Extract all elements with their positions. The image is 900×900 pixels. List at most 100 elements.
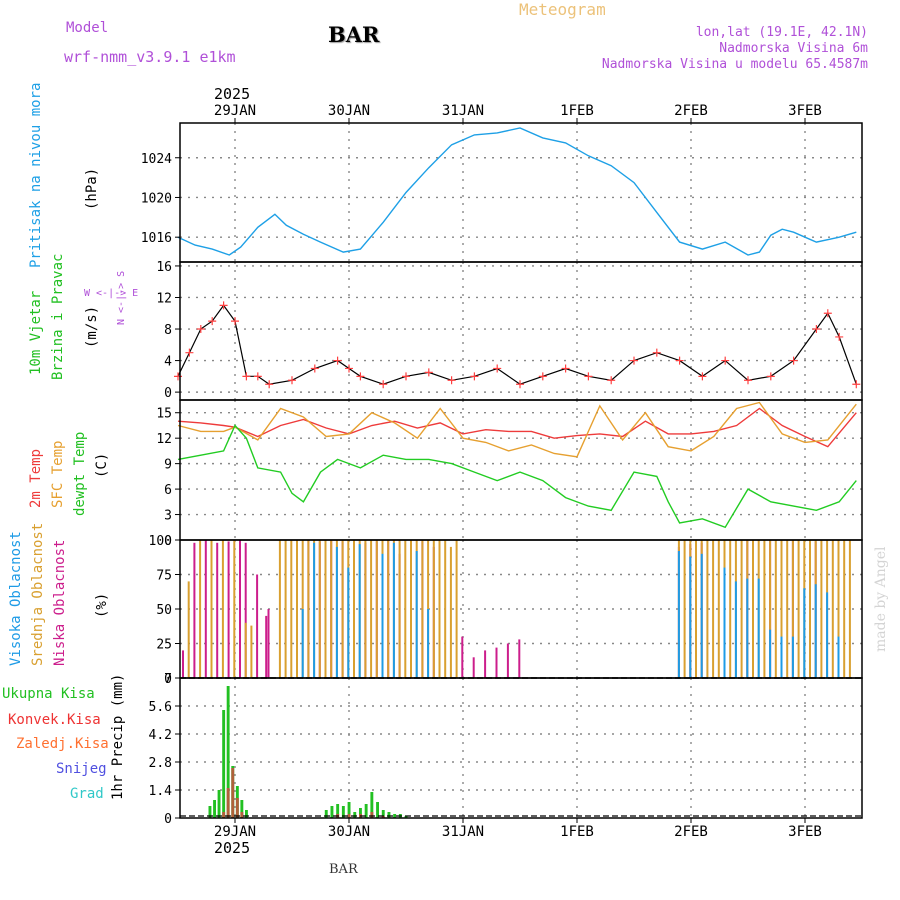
bar-srednja-oblacnost bbox=[410, 540, 412, 678]
date-label-top: 30JAN bbox=[328, 103, 370, 119]
bar-srednja-oblacnost bbox=[318, 540, 321, 678]
date-label-top: 3FEB bbox=[788, 103, 822, 119]
bar-srednja-oblacnost bbox=[233, 540, 236, 678]
date-label-top: 29JAN bbox=[214, 103, 256, 119]
bar-ukupna-kisa bbox=[370, 792, 374, 818]
wind-speed-marker bbox=[607, 376, 616, 385]
bar-niska-oblacnost bbox=[265, 615, 268, 678]
bar-srednja-oblacnost bbox=[296, 540, 298, 678]
bar-visoka-oblacnost bbox=[791, 636, 794, 678]
bar-srednja-oblacnost bbox=[187, 581, 190, 678]
bar-visoka-oblacnost bbox=[757, 578, 760, 678]
bar-visoka-oblacnost bbox=[415, 551, 418, 678]
bar-srednja-oblacnost bbox=[683, 540, 686, 678]
date-label-top: 1FEB bbox=[560, 103, 594, 119]
bar-srednja-oblacnost bbox=[444, 540, 447, 678]
bar-srednja-oblacnost bbox=[809, 540, 811, 678]
meteogram-title: Meteogram bbox=[519, 0, 606, 19]
y-tick-label: 3 bbox=[164, 509, 172, 524]
y-tick-label: 4.2 bbox=[149, 728, 172, 743]
wind-speed-marker bbox=[630, 356, 638, 365]
footer-station: BAR bbox=[329, 862, 358, 877]
bar-srednja-oblacnost bbox=[797, 540, 800, 678]
station-title: BAR bbox=[328, 22, 380, 47]
precip-legend-graupel: Grad bbox=[70, 786, 104, 802]
bar-niska-oblacnost bbox=[484, 650, 487, 678]
wind-speed-marker bbox=[789, 356, 798, 365]
y-tick-label: 1024 bbox=[141, 152, 172, 167]
bar-ukupna-kisa bbox=[376, 802, 379, 818]
wind-speed-marker bbox=[584, 372, 593, 381]
bar-srednja-oblacnost bbox=[769, 540, 772, 678]
bottom-year: 2025 bbox=[214, 839, 251, 857]
bar-visoka-oblacnost bbox=[689, 556, 692, 678]
wind-speed-marker bbox=[675, 356, 684, 365]
wind-speed-marker bbox=[196, 325, 205, 334]
wind-speed-marker bbox=[698, 372, 707, 381]
wind-speed-marker bbox=[265, 380, 274, 389]
y-tick-label: 12 bbox=[156, 291, 172, 306]
bar-srednja-oblacnost bbox=[387, 540, 390, 678]
bar-srednja-oblacnost bbox=[831, 540, 834, 678]
y-tick-label: 4 bbox=[164, 355, 172, 370]
wind-speed-marker bbox=[424, 368, 433, 377]
precip-legend-conv: Konvek.Kisa bbox=[8, 712, 101, 728]
bar-srednja-oblacnost bbox=[843, 540, 846, 678]
bar-ukupna-kisa bbox=[213, 800, 216, 818]
bar-srednja-oblacnost bbox=[449, 546, 452, 678]
y-tick-label: 100 bbox=[149, 534, 172, 549]
wind-speed-marker bbox=[242, 372, 251, 381]
date-label-bottom: 1FEB bbox=[560, 824, 594, 840]
y-tick-label: 1016 bbox=[141, 231, 172, 246]
bar-srednja-oblacnost bbox=[244, 622, 247, 678]
y-tick-label: 12 bbox=[156, 432, 172, 447]
bar-ukupna-kisa bbox=[324, 810, 328, 818]
date-label-top: 2FEB bbox=[674, 103, 708, 119]
bar-ukupna-kisa bbox=[245, 810, 248, 818]
bar-visoka-oblacnost bbox=[392, 542, 395, 678]
wind-speed-marker bbox=[812, 325, 821, 334]
bar-ukupna-kisa bbox=[341, 806, 345, 818]
bar-srednja-oblacnost bbox=[353, 540, 355, 678]
bar-visoka-oblacnost bbox=[313, 542, 316, 678]
bar-visoka-oblacnost bbox=[803, 588, 806, 678]
bar-niska-oblacnost bbox=[506, 643, 509, 678]
y-tick-label: 7 bbox=[164, 672, 172, 687]
y-tick-label: 6 bbox=[164, 483, 172, 498]
series-line-pritisak-na-nivou-mora bbox=[177, 127, 857, 256]
wind-speed-marker bbox=[470, 372, 479, 381]
bar-ukupna-kisa bbox=[364, 804, 368, 818]
y-tick-label: 1020 bbox=[141, 191, 172, 206]
wind-speed-marker bbox=[744, 376, 752, 385]
bar-srednja-oblacnost bbox=[330, 540, 333, 678]
bar-ukupna-kisa bbox=[347, 802, 351, 818]
bar-srednja-oblacnost bbox=[324, 540, 327, 678]
bar-srednja-oblacnost bbox=[421, 540, 424, 678]
model-name: wrf-nmm_v3.9.1 e1km bbox=[64, 48, 236, 66]
bar-ukupna-kisa bbox=[353, 812, 357, 818]
bar-ukupna-kisa bbox=[387, 812, 391, 818]
y-tick-label: 50 bbox=[156, 603, 172, 618]
bar-srednja-oblacnost bbox=[278, 540, 281, 678]
wind-speed-line bbox=[177, 304, 857, 385]
bar-srednja-oblacnost bbox=[848, 540, 851, 678]
wind-compass-we: W <-|-> E bbox=[84, 288, 139, 299]
bar-srednja-oblacnost bbox=[284, 540, 287, 678]
bar-visoka-oblacnost bbox=[381, 553, 384, 678]
bar-srednja-oblacnost bbox=[740, 540, 743, 678]
precip-legend-snow: Snijeg bbox=[56, 761, 107, 777]
wind-speed-marker bbox=[402, 372, 410, 381]
model-elevation-label: Nadmorska Visina u modelu 65.4587m bbox=[601, 57, 868, 72]
wind-speed-marker bbox=[379, 380, 388, 389]
y-tick-label: 0 bbox=[164, 812, 172, 827]
y-tick-label: 0 bbox=[164, 672, 172, 687]
date-label-bottom: 31JAN bbox=[442, 824, 484, 840]
bar-visoka-oblacnost bbox=[734, 581, 737, 678]
bar-niska-oblacnost bbox=[227, 541, 230, 678]
bar-visoka-oblacnost bbox=[677, 551, 680, 678]
series-line-dewpt-temp bbox=[177, 424, 857, 529]
top-year: 2025 bbox=[214, 85, 251, 103]
bar-srednja-oblacnost bbox=[791, 540, 794, 678]
